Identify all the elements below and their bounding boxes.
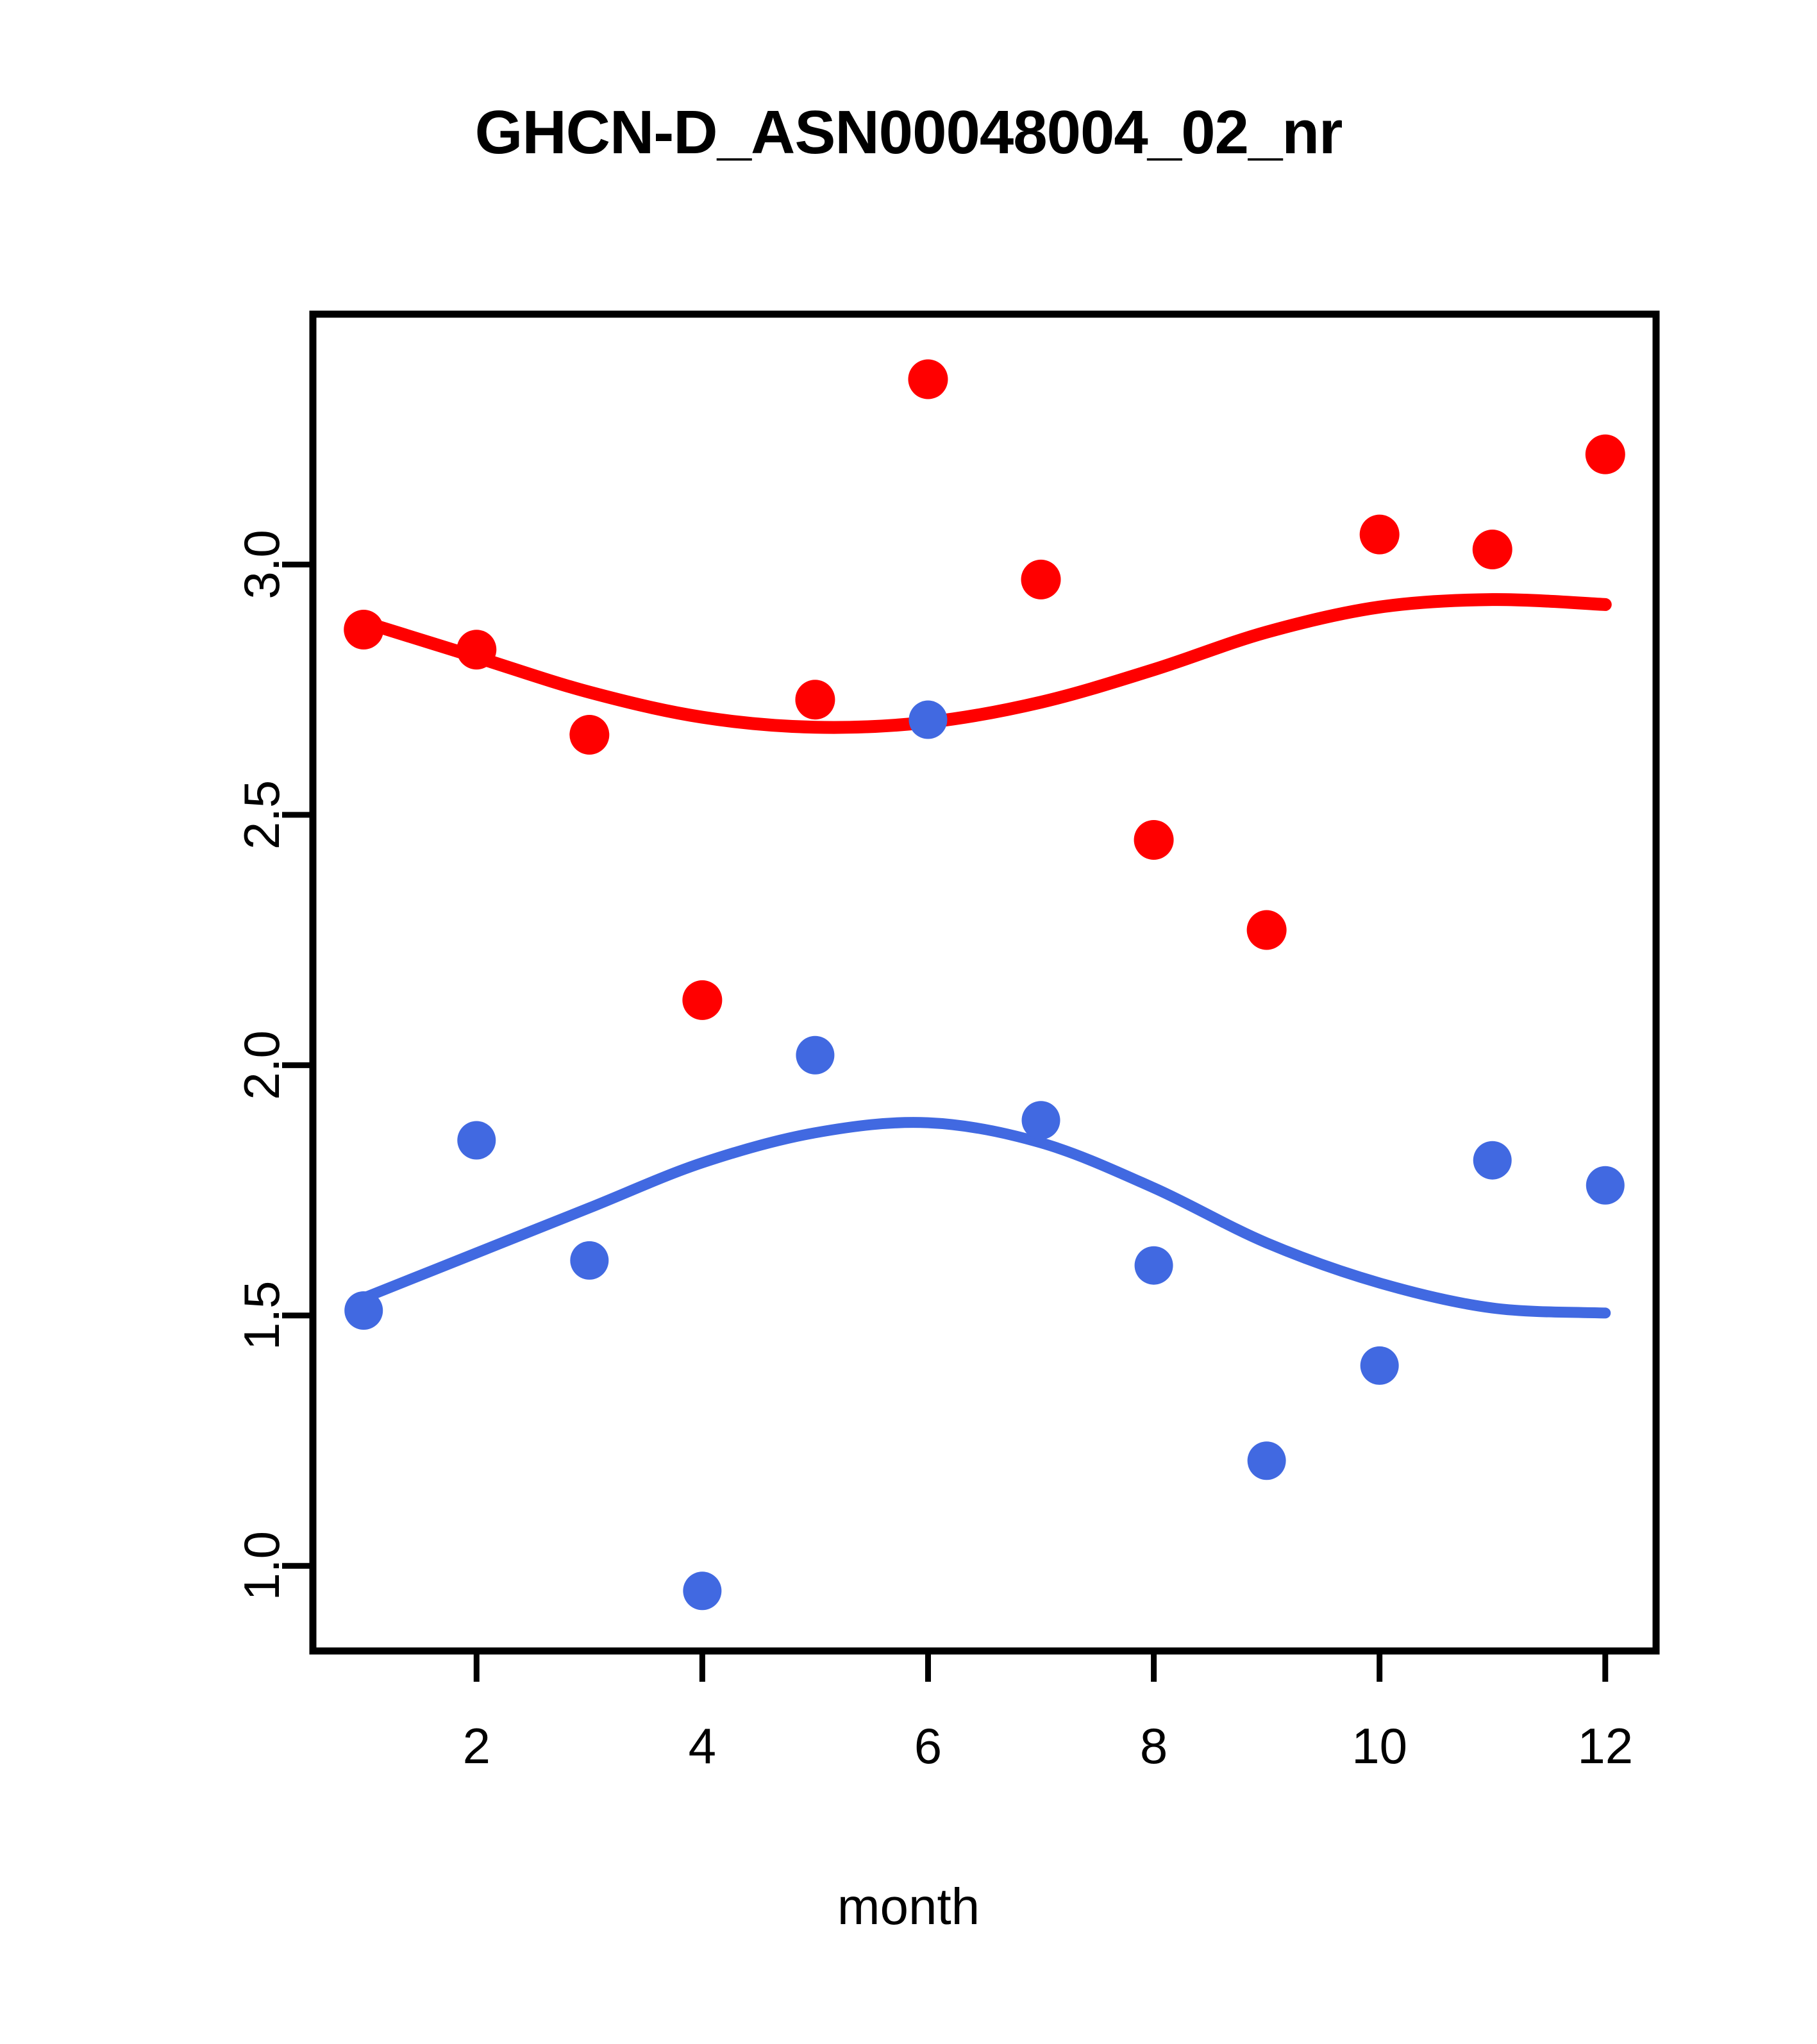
data-point-marker [1360,1346,1399,1385]
data-point-marker [1134,819,1174,860]
data-point-marker [457,1121,496,1160]
x-axis-tick-label: 6 [914,1718,942,1774]
x-axis-tick-label: 10 [1352,1718,1407,1774]
data-point-marker [1472,530,1512,570]
y-axis-tick-label: 3.0 [233,530,290,599]
data-point-marker [344,609,384,649]
data-point-marker [682,980,723,1020]
data-point-marker [1247,1441,1286,1480]
data-point-marker [456,630,497,670]
data-point-marker [795,680,835,720]
x-axis-tick-labels: 2 4 6 8 10 12 [463,1718,1634,1774]
x-axis-tick-label: 4 [689,1718,716,1774]
data-point-marker [569,714,610,755]
x-axis-title: month [837,1878,980,1935]
data-point-marker [908,359,948,399]
y-axis-ticks [282,561,313,1569]
x-axis-tick-label: 12 [1577,1718,1633,1774]
y-axis-tick-label: 1.5 [233,1281,290,1350]
data-point-marker [683,1571,722,1611]
data-point-marker [344,1291,383,1330]
y-axis-tick-labels: 1.0 1.5 2.0 2.5 3.0 [233,530,290,1600]
data-point-marker [796,1035,835,1075]
red-data-points [344,359,1625,1020]
page-title: GHCN-D_ASN00048004_02_nr [474,98,1343,167]
data-point-marker [570,1241,609,1280]
data-point-marker [1134,1246,1173,1285]
data-point-marker [1021,559,1061,599]
y-axis-tick-label: 2.5 [233,780,290,850]
data-point-marker [1585,434,1625,474]
red-trend-line [357,593,1612,734]
data-point-marker [1473,1141,1512,1180]
data-point-marker [908,700,948,739]
data-point-marker [1246,910,1287,950]
data-point-marker [1586,1166,1625,1205]
x-axis-ticks [473,1651,1609,1682]
data-point-marker [1359,514,1400,555]
y-axis-tick-label: 2.0 [233,1030,290,1100]
y-axis-tick-label: 1.0 [233,1531,290,1600]
x-axis-tick-label: 2 [463,1718,490,1774]
blue-trend-line [358,1117,1611,1319]
blue-data-points [344,700,1625,1611]
data-point-marker [1021,1101,1060,1140]
x-axis-tick-label: 8 [1140,1718,1168,1774]
plot-area-border [309,310,1660,1655]
